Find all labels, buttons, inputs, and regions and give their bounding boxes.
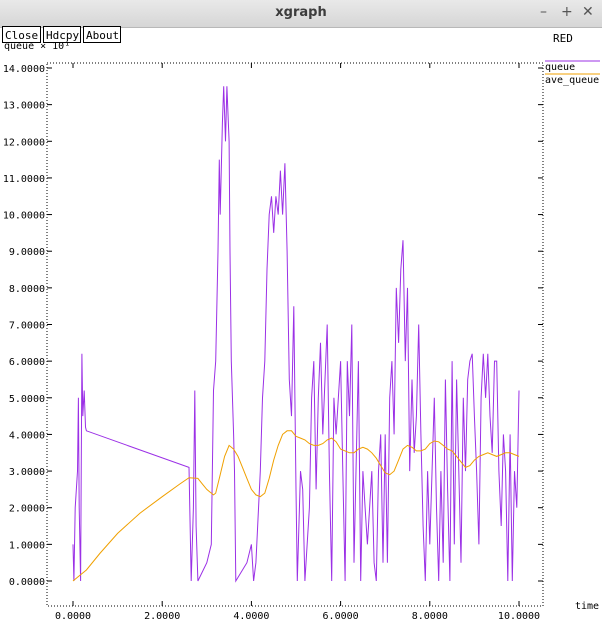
maximize-icon[interactable]: + <box>561 4 573 20</box>
legend-label-ave_queue: ave_queue <box>545 75 599 86</box>
plot-frame <box>46 62 544 607</box>
x-tick-label: 8.0000 <box>412 611 448 622</box>
close-window-icon[interactable]: ✕ <box>582 4 594 20</box>
y-tick-label: 13.0000 <box>3 101 45 112</box>
hdcpy-button[interactable]: Hdcpy <box>43 26 81 43</box>
y-tick-label: 6.0000 <box>9 357 45 368</box>
series-line-ave_queue <box>72 430 520 582</box>
y-tick-label: 1.0000 <box>9 540 45 551</box>
y-axis-label: queue × 10¹ <box>4 41 71 52</box>
window-titlebar[interactable]: xgraph – + ✕ <box>0 0 602 28</box>
x-tick-label: 0.0000 <box>55 611 91 622</box>
y-tick-label: 0.0000 <box>9 577 45 588</box>
x-tick-label: 4.0000 <box>233 611 269 622</box>
close-button[interactable]: Close <box>2 26 41 43</box>
y-tick-label: 5.0000 <box>9 394 45 405</box>
legend-label-queue: queue <box>545 62 575 73</box>
minimize-icon[interactable]: – <box>540 4 547 20</box>
x-tick-label: 10.0000 <box>498 611 540 622</box>
y-tick-label: 4.0000 <box>9 430 45 441</box>
y-tick-label: 9.0000 <box>9 247 45 258</box>
y-tick-label: 8.0000 <box>9 284 45 295</box>
x-tick-label: 6.0000 <box>323 611 359 622</box>
y-tick-label: 10.0000 <box>3 211 45 222</box>
x-axis-label: time <box>575 601 600 612</box>
y-tick-label: 11.0000 <box>3 174 45 185</box>
y-tick-label: 7.0000 <box>9 321 45 332</box>
y-tick-label: 14.0000 <box>3 64 45 75</box>
y-tick-label: 12.0000 <box>3 137 45 148</box>
chart-title: RED <box>553 32 573 45</box>
y-tick-label: 2.0000 <box>9 504 45 515</box>
series-line-queue <box>72 86 520 583</box>
x-tick-label: 2.0000 <box>144 611 180 622</box>
about-button[interactable]: About <box>83 26 121 43</box>
window-title: xgraph <box>275 5 327 20</box>
y-tick-label: 3.0000 <box>9 467 45 478</box>
